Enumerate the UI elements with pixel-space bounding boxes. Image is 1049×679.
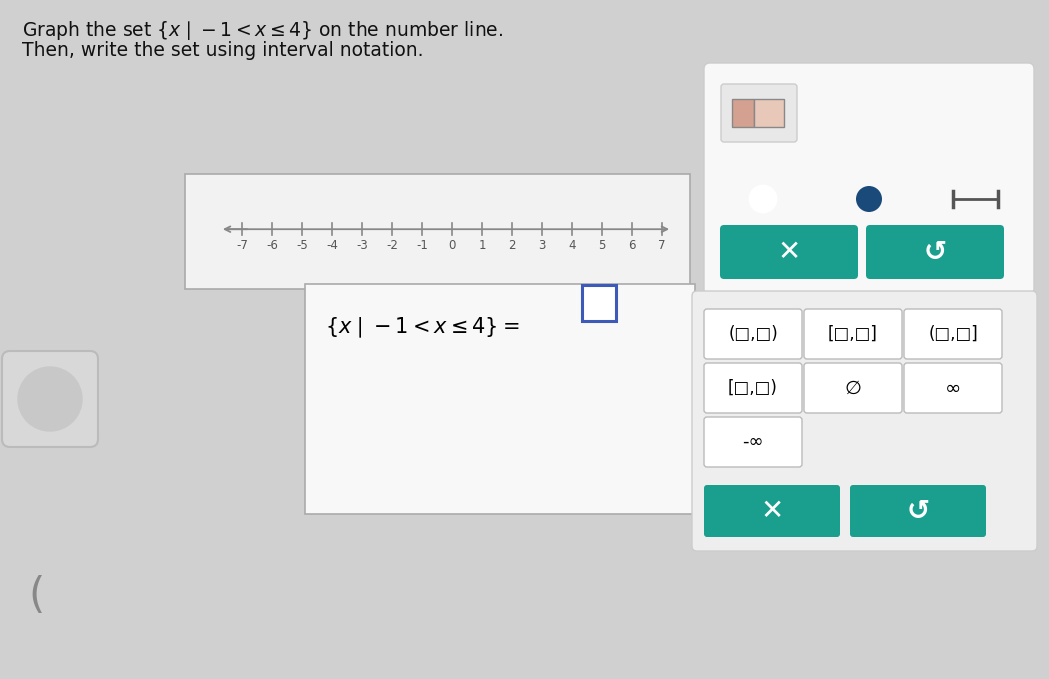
- Circle shape: [18, 367, 82, 431]
- Text: -7: -7: [236, 239, 248, 252]
- Text: -6: -6: [266, 239, 278, 252]
- FancyBboxPatch shape: [692, 291, 1037, 551]
- Text: -4: -4: [326, 239, 338, 252]
- Text: 6: 6: [628, 239, 636, 252]
- Text: -3: -3: [356, 239, 368, 252]
- Text: 1: 1: [478, 239, 486, 252]
- Text: ↺: ↺: [906, 497, 929, 525]
- Circle shape: [856, 186, 882, 212]
- Text: -2: -2: [386, 239, 398, 252]
- Text: ↺: ↺: [923, 238, 946, 266]
- FancyBboxPatch shape: [704, 63, 1034, 295]
- Text: ∅: ∅: [844, 378, 861, 397]
- Text: (□,□]: (□,□]: [928, 325, 978, 343]
- Circle shape: [16, 365, 84, 433]
- FancyBboxPatch shape: [720, 225, 858, 279]
- Text: (: (: [28, 575, 44, 617]
- Text: (□,□): (□,□): [728, 325, 778, 343]
- FancyBboxPatch shape: [721, 84, 797, 142]
- Text: 0: 0: [448, 239, 455, 252]
- FancyBboxPatch shape: [804, 309, 902, 359]
- FancyBboxPatch shape: [804, 363, 902, 413]
- FancyBboxPatch shape: [904, 309, 1002, 359]
- FancyBboxPatch shape: [754, 99, 784, 127]
- FancyBboxPatch shape: [582, 285, 616, 321]
- Text: Then, write the set using interval notation.: Then, write the set using interval notat…: [22, 41, 424, 60]
- FancyBboxPatch shape: [2, 351, 98, 447]
- FancyBboxPatch shape: [704, 485, 840, 537]
- Text: -5: -5: [296, 239, 307, 252]
- Text: Graph the set $\{x\mid -1<x\leq 4\}$ on the number line.: Graph the set $\{x\mid -1<x\leq 4\}$ on …: [22, 19, 504, 42]
- Text: 4: 4: [569, 239, 576, 252]
- Circle shape: [750, 186, 776, 212]
- Text: [□,□): [□,□): [728, 379, 778, 397]
- FancyBboxPatch shape: [904, 363, 1002, 413]
- Text: [□,□]: [□,□]: [828, 325, 878, 343]
- Text: ∞: ∞: [945, 378, 961, 397]
- Text: -1: -1: [416, 239, 428, 252]
- FancyBboxPatch shape: [732, 99, 754, 127]
- Text: 2: 2: [509, 239, 516, 252]
- Text: 5: 5: [598, 239, 605, 252]
- Text: ✕: ✕: [777, 238, 800, 266]
- FancyBboxPatch shape: [866, 225, 1004, 279]
- Text: 3: 3: [538, 239, 545, 252]
- Text: $\{x\mid -1<x\leq 4\}=$: $\{x\mid -1<x\leq 4\}=$: [325, 316, 519, 340]
- Text: ✕: ✕: [761, 497, 784, 525]
- FancyBboxPatch shape: [185, 174, 690, 289]
- Text: -∞: -∞: [743, 433, 764, 451]
- FancyBboxPatch shape: [704, 363, 802, 413]
- FancyBboxPatch shape: [704, 417, 802, 467]
- FancyBboxPatch shape: [704, 309, 802, 359]
- FancyBboxPatch shape: [305, 284, 695, 514]
- FancyBboxPatch shape: [850, 485, 986, 537]
- Text: 7: 7: [659, 239, 666, 252]
